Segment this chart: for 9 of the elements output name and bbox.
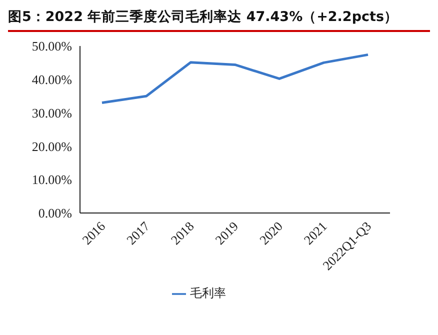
y-tick-label: 30.00% [32, 105, 72, 120]
y-tick-label: 40.00% [32, 72, 72, 88]
y-tick-label: 50.00% [32, 38, 72, 54]
chart-title: 图5：2022 年前三季度公司毛利率达 47.43%（+2.2pcts） [8, 8, 430, 32]
line-series [100, 53, 370, 104]
legend-label: 毛利率 [190, 286, 226, 300]
y-tick-label: 20.00% [32, 138, 72, 154]
y-tick-label: 10.00% [32, 172, 72, 188]
y-tick-label: 0.00% [38, 206, 72, 221]
